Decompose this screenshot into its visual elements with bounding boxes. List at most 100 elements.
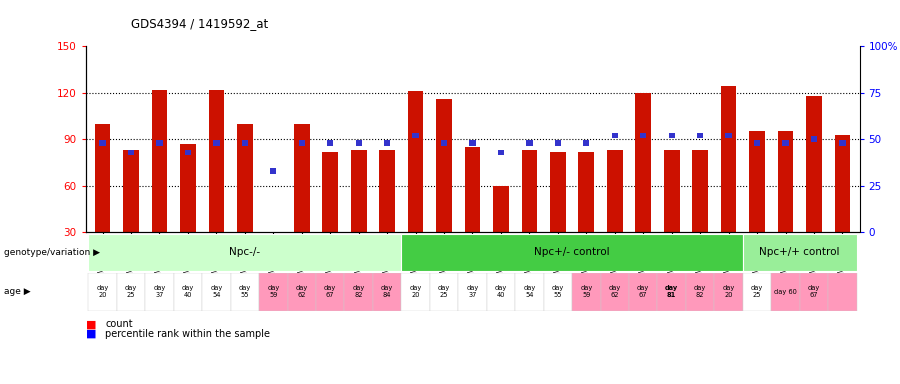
Bar [213,140,220,146]
Bar [322,152,338,232]
Text: day
81: day 81 [665,285,679,298]
Bar [742,273,771,311]
Bar [640,133,646,138]
Text: day
25: day 25 [438,285,450,298]
Text: day
62: day 62 [295,285,308,298]
Bar [664,150,680,232]
Bar [94,124,111,232]
Bar [237,124,253,232]
Bar [806,96,822,232]
Bar [242,140,248,146]
Bar [800,273,828,311]
Bar [202,273,230,311]
Bar [550,152,566,232]
Bar [669,133,675,138]
Bar [174,273,203,311]
Bar [487,273,515,311]
Bar [401,273,430,311]
Bar [464,147,481,232]
Text: Npc+/- control: Npc+/- control [535,247,610,258]
Bar [379,150,395,232]
Bar [384,140,391,146]
Bar [270,168,276,174]
Bar [600,273,629,311]
Text: day
59: day 59 [580,285,592,298]
Text: day
20: day 20 [410,285,422,298]
Text: day
25: day 25 [751,285,763,298]
Text: day
59: day 59 [267,285,279,298]
Bar [754,140,760,146]
Bar [117,273,145,311]
Text: day
82: day 82 [694,285,706,298]
Bar [356,140,362,146]
Bar [526,140,533,146]
Bar [579,152,594,232]
Bar [493,186,508,232]
Text: Npc+/+ control: Npc+/+ control [760,247,840,258]
Bar [692,150,708,232]
Bar [840,140,846,146]
Bar [749,131,765,232]
Bar [686,273,715,311]
Bar [88,234,401,271]
Bar [635,93,651,232]
Text: day
67: day 67 [808,285,820,298]
Text: day 60: day 60 [774,289,797,295]
Bar [583,140,590,146]
Text: day
20: day 20 [96,285,109,298]
Text: day
62: day 62 [608,285,621,298]
Text: day
55: day 55 [552,285,564,298]
Bar [184,149,191,155]
Bar [771,273,800,311]
Bar [327,140,333,146]
Text: ■: ■ [86,319,96,329]
Bar [128,149,134,155]
Text: day
82: day 82 [353,285,364,298]
Text: day
84: day 84 [381,285,393,298]
Text: day
54: day 54 [211,285,222,298]
Bar [408,91,423,232]
Bar [123,150,139,232]
Bar [152,89,167,232]
Bar [522,150,537,232]
Text: percentile rank within the sample: percentile rank within the sample [105,329,270,339]
Bar [299,140,305,146]
Text: age ▶: age ▶ [4,287,32,296]
Text: day
20: day 20 [723,285,734,298]
Text: GDS4394 / 1419592_at: GDS4394 / 1419592_at [130,17,268,30]
Bar [697,133,703,138]
Bar [230,273,259,311]
Bar [259,273,287,311]
Bar [828,273,857,311]
Text: day
37: day 37 [466,285,479,298]
Text: day
54: day 54 [523,285,536,298]
Bar [88,273,117,311]
Bar [180,144,196,232]
Bar [498,149,504,155]
Bar [441,140,447,146]
Bar [345,273,373,311]
Text: day
37: day 37 [153,285,166,298]
Text: ■: ■ [86,329,96,339]
Bar [778,131,793,232]
Bar [811,136,817,142]
Bar [572,273,600,311]
Bar [612,133,618,138]
Bar [287,273,316,311]
Bar [458,273,487,311]
Bar [351,150,366,232]
Bar [629,273,658,311]
Bar [544,273,572,311]
Bar [294,124,310,232]
Bar [470,140,475,146]
Bar [725,133,732,138]
Text: day
67: day 67 [324,285,337,298]
Bar [515,273,544,311]
Bar [316,273,345,311]
Bar [157,140,163,146]
Bar [145,273,174,311]
Bar [721,86,736,232]
Bar [373,273,401,311]
Text: day
25: day 25 [125,285,137,298]
Text: genotype/variation ▶: genotype/variation ▶ [4,248,101,257]
